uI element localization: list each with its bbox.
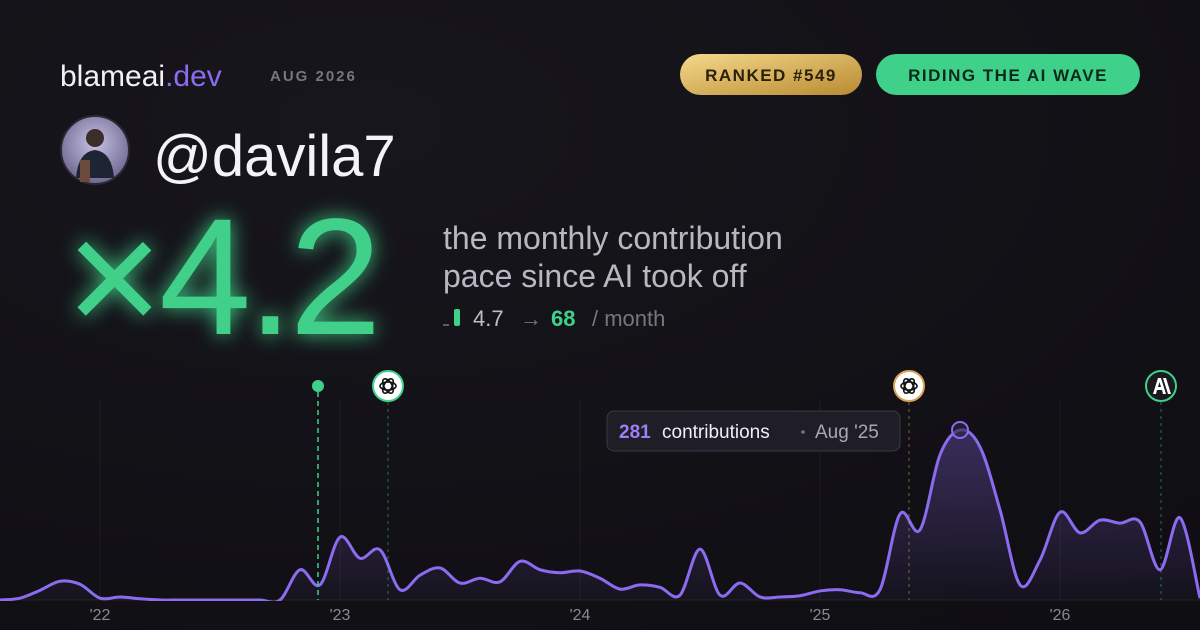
caption-line: pace since AI took off — [443, 258, 747, 294]
rank-badge-text: RANKED #549 — [705, 66, 837, 85]
tooltip: 281 contributions Aug '25 — [606, 410, 901, 452]
x-tick-label: '24 — [570, 607, 591, 624]
x-tick-label: '22 — [90, 607, 111, 624]
tooltip-box — [606, 410, 901, 452]
highlight-point — [951, 420, 969, 439]
brand: blameai.dev — [60, 60, 222, 93]
status-badge-text: RIDING THE AI WAVE — [908, 66, 1108, 85]
plot — [0, 428, 1200, 601]
chart: '22 '23 '24 '25 '26 — [0, 400, 1200, 624]
pace-after: 68 — [551, 306, 575, 331]
avatar — [60, 115, 130, 185]
status-badge — [876, 54, 1140, 95]
tooltip-unit: contributions — [662, 422, 770, 443]
area-fill — [0, 429, 1200, 601]
pace-icon — [443, 309, 460, 326]
x-tick-label: '25 — [810, 607, 831, 624]
date: AUG 2026 — [270, 68, 357, 85]
pace-arrow: → — [520, 306, 542, 331]
multiplier: ×4.2 — [66, 185, 378, 370]
rank-badge — [680, 54, 862, 95]
x-tick-label: '23 — [330, 607, 351, 624]
tooltip-value: 281 — [619, 422, 651, 443]
handle: @davila7 — [153, 124, 396, 189]
pace-before: 4.7 — [473, 306, 504, 331]
caption-line: the monthly contribution — [443, 220, 783, 256]
brand-name: blameai — [60, 60, 165, 93]
tooltip-date: Aug '25 — [815, 422, 879, 443]
x-tick-label: '26 — [1050, 607, 1071, 624]
tooltip-separator — [801, 430, 805, 434]
line — [0, 428, 1200, 601]
pace-unit: / month — [592, 306, 665, 331]
event-markers — [312, 370, 1177, 600]
brand-tld: .dev — [165, 60, 222, 93]
